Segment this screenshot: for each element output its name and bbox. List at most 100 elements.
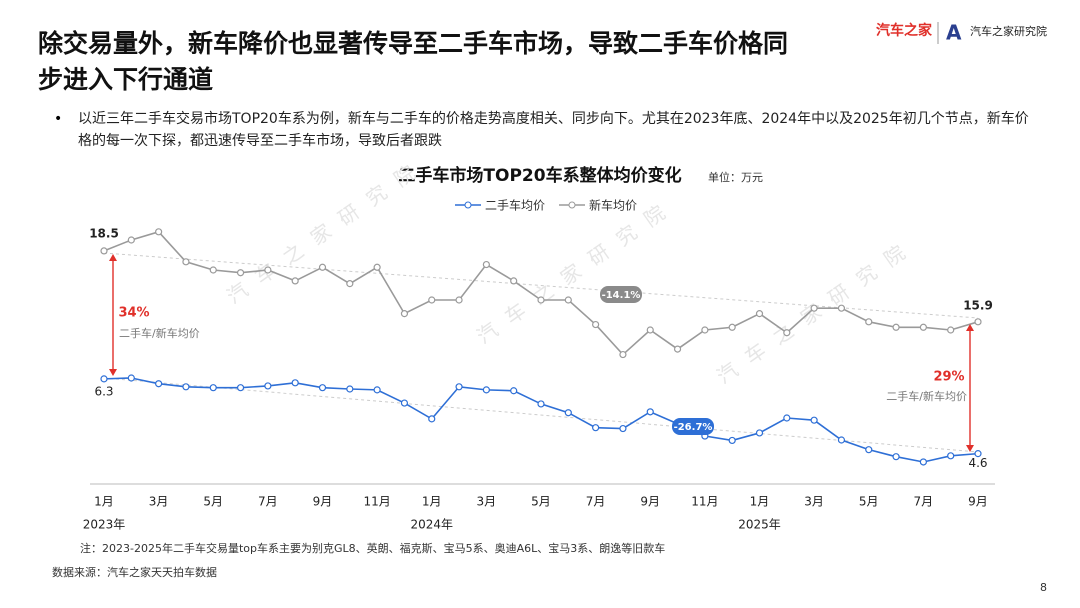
point — [400, 310, 409, 318]
x-tick-label: 1月 — [422, 495, 442, 509]
point — [892, 323, 900, 331]
x-tick-label: 11月 — [363, 495, 390, 509]
ratio-caption: 二手车/新车均价 — [886, 389, 967, 403]
point — [155, 380, 163, 388]
x-tick-label: 9月 — [313, 495, 333, 509]
point — [482, 386, 490, 394]
point — [537, 400, 545, 408]
point — [919, 458, 927, 466]
legend-label: 二手车均价 — [485, 198, 545, 213]
trend-badge — [600, 286, 642, 303]
logo: 汽车之家 — [876, 22, 933, 39]
x-tick-label: 7月 — [914, 495, 934, 509]
point — [100, 247, 108, 255]
point — [455, 383, 463, 391]
x-tick-label: 3月 — [477, 495, 497, 509]
point — [537, 296, 545, 304]
point — [209, 384, 217, 392]
point — [510, 387, 518, 395]
point — [455, 296, 463, 304]
point — [182, 258, 190, 266]
point — [810, 416, 818, 424]
point — [318, 263, 327, 271]
page-number: 8 — [1040, 581, 1047, 594]
point — [646, 408, 654, 416]
trend-label: -26.7% — [674, 422, 713, 433]
point — [373, 386, 381, 394]
x-year-label: 2025年 — [738, 518, 781, 532]
institute: 汽车之家研究院 — [970, 24, 1047, 38]
point — [400, 399, 409, 407]
point — [592, 424, 600, 432]
chart-title: 二手车市场TOP20车系整体均价变化 — [398, 165, 681, 186]
point — [564, 409, 572, 417]
point — [974, 318, 982, 326]
point — [947, 452, 955, 460]
watermark: 汽车之家研究院 — [222, 152, 431, 308]
ratio-caption: 二手车/新车均价 — [119, 326, 200, 340]
point — [619, 350, 627, 359]
x-tick-label: 9月 — [968, 495, 988, 509]
point — [865, 446, 873, 454]
legend-label: 新车均价 — [589, 198, 637, 213]
point — [783, 329, 791, 337]
x-tick-label: 3月 — [149, 495, 169, 509]
trend-badge — [672, 418, 714, 435]
point — [373, 263, 381, 271]
legend-marker — [568, 201, 576, 209]
point — [428, 415, 436, 423]
point — [182, 383, 190, 391]
data-label: 6.3 — [94, 384, 113, 398]
point — [127, 236, 135, 244]
point — [510, 277, 518, 285]
slide-title: 除交易量外，新车降价也显著传导至二手车市场，导致二手车价格同 步进入下行通道 — [38, 26, 788, 98]
bullet-text: 以近三年二手车交易市场TOP20车系为例，新车与二手车的价格走势高度相关、同步向… — [78, 111, 1029, 149]
x-tick-label: 7月 — [258, 495, 278, 509]
x-tick-label: 11月 — [691, 495, 718, 509]
x-tick-label: 9月 — [640, 495, 660, 509]
point — [673, 345, 682, 353]
legend-marker — [464, 201, 472, 209]
point — [728, 323, 736, 331]
series-line — [103, 377, 979, 463]
point — [919, 323, 927, 331]
ratio-label: 34% — [118, 306, 149, 321]
point — [892, 453, 900, 461]
bullet-dot: • — [54, 111, 63, 127]
point — [209, 266, 217, 274]
point — [346, 385, 354, 393]
point — [701, 326, 709, 334]
point — [646, 326, 654, 334]
point — [428, 296, 436, 304]
point — [318, 384, 327, 392]
point — [291, 379, 299, 387]
x-tick-label: 1月 — [94, 495, 114, 509]
point — [837, 436, 846, 444]
point — [865, 318, 873, 326]
point — [728, 436, 736, 445]
point — [264, 266, 272, 274]
x-tick-label: 1月 — [750, 495, 770, 509]
x-year-label: 2024年 — [410, 518, 453, 532]
point — [127, 374, 135, 382]
x-tick-label: 5月 — [203, 495, 223, 509]
trend-line — [103, 377, 979, 453]
watermark: 汽车之家研究院 — [472, 192, 681, 348]
point — [947, 326, 955, 334]
unit: 单位：万元 — [708, 170, 763, 184]
point — [264, 382, 272, 390]
title-line: 步进入下行通道 — [38, 65, 214, 94]
x-year-label: 2023年 — [83, 518, 126, 532]
data-label: 18.5 — [89, 226, 119, 240]
point — [155, 228, 163, 236]
ratio-label: 29% — [933, 370, 964, 385]
data-label: 4.6 — [968, 456, 987, 470]
point — [592, 320, 600, 329]
note: 注：2023-2025年二手车交易量top车系主要为别克GL8、英朗、福克斯、宝… — [80, 541, 665, 555]
trend-label: -14.1% — [602, 290, 641, 301]
point — [783, 414, 791, 422]
point — [755, 310, 764, 318]
trend-line — [103, 252, 979, 319]
